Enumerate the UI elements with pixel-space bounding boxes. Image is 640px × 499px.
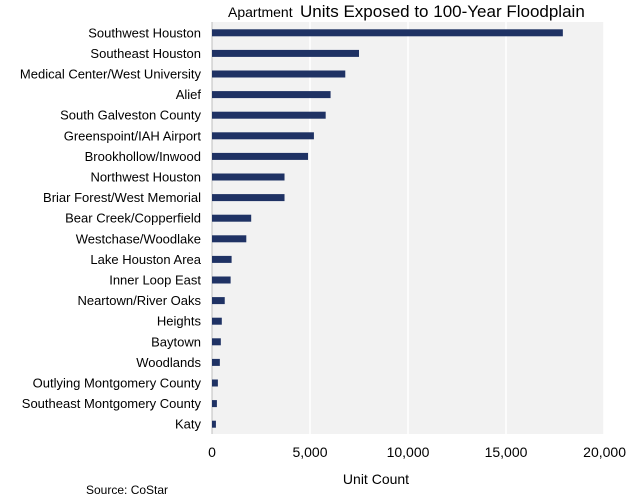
bar xyxy=(212,173,285,181)
category-label: Southeast Houston xyxy=(90,46,201,61)
category-label: Medical Center/West University xyxy=(20,67,202,82)
bar xyxy=(212,152,309,160)
bar xyxy=(212,235,247,243)
category-label: Alief xyxy=(176,87,202,102)
bar xyxy=(212,420,216,428)
x-tick-labels: 0 5,000 10,000 15,000 20,000 xyxy=(208,444,626,460)
bar xyxy=(212,400,217,408)
category-label: Northwest Houston xyxy=(90,170,201,185)
category-label: Katy xyxy=(175,417,202,432)
bars xyxy=(212,29,563,428)
bar xyxy=(212,297,225,305)
source-note: Source: CoStar xyxy=(86,483,168,497)
category-label: Inner Loop East xyxy=(109,273,201,288)
category-label: Lake Houston Area xyxy=(90,252,201,267)
x-tick-label: 15,000 xyxy=(485,444,528,460)
category-label: Outlying Montgomery County xyxy=(33,376,202,391)
category-label: Brookhollow/Inwood xyxy=(85,149,201,164)
bar xyxy=(212,70,346,78)
bar xyxy=(212,214,252,222)
category-label: Bear Creek/Copperfield xyxy=(65,211,201,226)
bar xyxy=(212,49,359,57)
category-labels: Southwest Houston Southeast Houston Medica… xyxy=(20,25,202,431)
bar xyxy=(212,317,222,325)
bar xyxy=(212,132,314,140)
x-tick-label: 5,000 xyxy=(292,444,327,460)
bar xyxy=(212,194,285,202)
gridlines xyxy=(211,22,605,434)
category-label: Neartown/River Oaks xyxy=(77,293,201,308)
chart-title: Units Exposed to 100-Year Floodplain xyxy=(300,2,585,21)
bar xyxy=(212,379,218,387)
category-label: Briar Forest/West Memorial xyxy=(43,190,201,205)
bar xyxy=(212,255,232,263)
bar xyxy=(212,29,563,37)
category-label: Southwest Houston xyxy=(88,25,201,40)
category-label: Heights xyxy=(157,314,202,329)
x-tick-label: 10,000 xyxy=(387,444,430,460)
bar xyxy=(212,91,331,99)
category-label: Woodlands xyxy=(136,355,201,370)
bar xyxy=(212,276,231,284)
category-label: Southeast Montgomery County xyxy=(22,396,202,411)
bar xyxy=(212,338,221,346)
category-label: South Galveston County xyxy=(60,108,201,123)
bar xyxy=(212,111,326,119)
x-tick-label: 20,000 xyxy=(583,444,626,460)
category-label: Baytown xyxy=(151,334,201,349)
chart-title-prefix: Apartment xyxy=(228,4,293,20)
bar xyxy=(212,358,220,366)
x-tick-label: 0 xyxy=(208,444,216,460)
category-label: Greenspoint/IAH Airport xyxy=(64,128,202,143)
x-axis-title: Unit Count xyxy=(343,471,409,487)
category-label: Westchase/Woodlake xyxy=(76,231,201,246)
